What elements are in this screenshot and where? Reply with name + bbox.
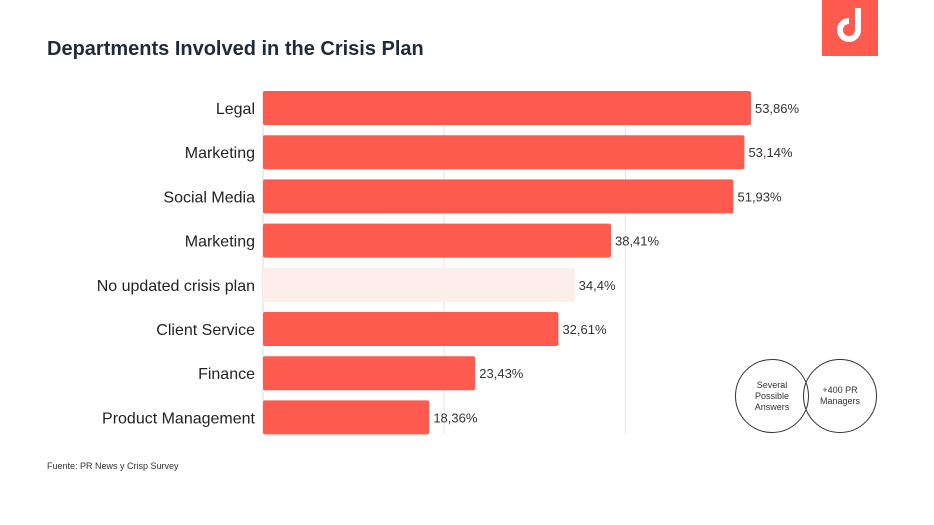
bar-6 — [263, 356, 476, 391]
category-label-5: Client Service — [156, 322, 255, 339]
category-label-2: Social Media — [163, 189, 255, 206]
pr-managers-badge: +400 PR Managers — [803, 359, 877, 433]
pr-managers-text: +400 PR Managers — [819, 385, 861, 406]
bar-5 — [263, 312, 559, 346]
value-label-5: 32,61% — [562, 322, 607, 337]
value-label-0: 53,86% — [755, 101, 800, 116]
several-answers-text: Several Possible Answers — [754, 379, 790, 412]
category-label-3: Marketing — [185, 234, 255, 251]
category-label-6: Finance — [198, 366, 255, 383]
value-label-2: 51,93% — [737, 189, 782, 204]
bar-1 — [263, 135, 745, 170]
bar-4 — [263, 267, 575, 302]
category-label-4: No updated crisis plan — [97, 278, 255, 295]
chart-title: Departments Involved in the Crisis Plan — [47, 38, 424, 60]
category-label-0: Legal — [216, 101, 255, 118]
value-label-4: 34,4% — [579, 278, 616, 293]
bar-3 — [263, 223, 611, 258]
several-answers-badge: Several Possible Answers — [735, 359, 809, 433]
value-label-6: 23,43% — [479, 366, 524, 381]
value-label-3: 38,41% — [615, 234, 660, 249]
bar-2 — [263, 179, 734, 214]
category-label-7: Product Management — [102, 410, 256, 427]
value-label-7: 18,36% — [433, 410, 478, 425]
value-label-1: 53,14% — [748, 145, 793, 160]
bar-0 — [263, 91, 751, 125]
category-label-1: Marketing — [185, 145, 255, 162]
bar-7 — [263, 400, 430, 435]
source-note: Fuente: PR News y Crisp Survey — [47, 461, 179, 471]
brand-logo-icon — [822, 0, 878, 56]
